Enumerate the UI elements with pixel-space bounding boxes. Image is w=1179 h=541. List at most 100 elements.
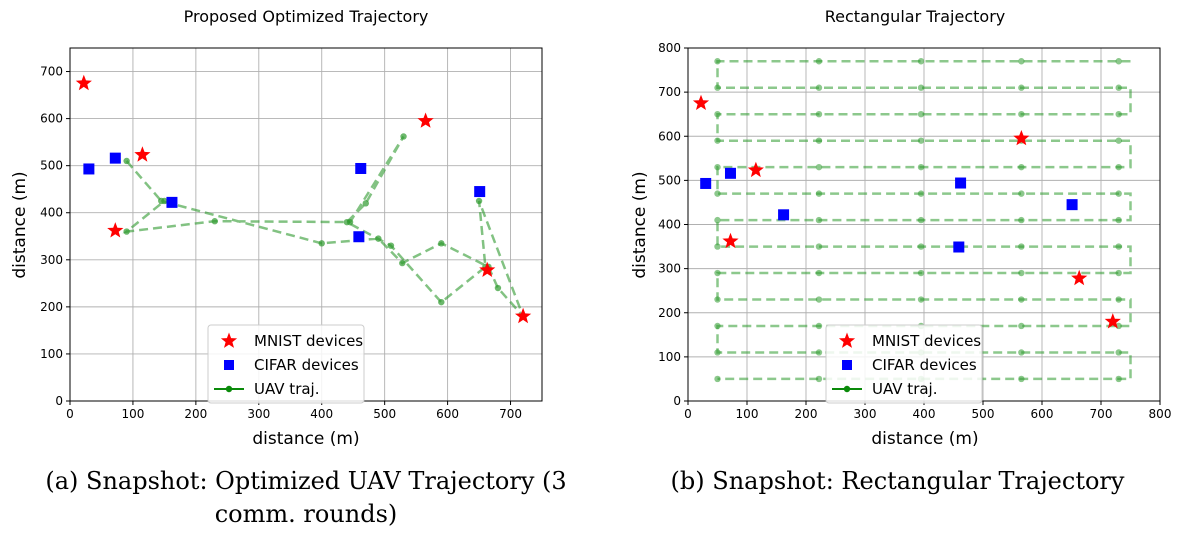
cifar-device-marker xyxy=(166,196,178,208)
uav-waypoint xyxy=(1115,349,1122,356)
uav-waypoint xyxy=(815,110,823,118)
y-tick-label: 200 xyxy=(40,300,63,314)
legend-uav-marker xyxy=(225,385,233,393)
uav-waypoint xyxy=(362,200,369,207)
chart-rectangular-trajectory: Rectangular Trajectory distance (m) dist… xyxy=(630,7,1171,449)
cifar-device-marker xyxy=(724,167,736,179)
uav-waypoint xyxy=(1018,110,1025,118)
mnist-device-marker xyxy=(515,307,532,324)
legend-cifar-marker xyxy=(842,360,852,370)
y-tick-label: 600 xyxy=(40,112,63,126)
x-tick-label: 500 xyxy=(373,407,396,421)
uav-waypoint xyxy=(1018,269,1025,277)
mnist-device-marker xyxy=(107,222,124,238)
legend-label: MNIST devices xyxy=(872,332,981,350)
x-axis-label: distance (m) xyxy=(871,429,978,449)
uav-waypoint xyxy=(917,296,925,303)
uav-waypoint xyxy=(1018,296,1025,303)
x-tick-label: 600 xyxy=(436,407,459,421)
uav-waypoint xyxy=(1018,163,1025,171)
y-tick-label: 200 xyxy=(658,306,681,320)
uav-waypoint xyxy=(475,197,483,205)
uav-waypoint xyxy=(815,375,823,383)
x-tick-label: 400 xyxy=(310,407,333,421)
uav-waypoint xyxy=(346,218,354,226)
uav-waypoint xyxy=(714,84,721,91)
uav-waypoint xyxy=(1018,375,1025,383)
mnist-device-marker xyxy=(75,74,92,91)
y-tick-label: 300 xyxy=(40,253,63,267)
uav-waypoint xyxy=(1018,84,1025,91)
x-tick-label: 100 xyxy=(736,407,759,421)
uav-waypoint xyxy=(714,296,721,303)
uav-waypoint xyxy=(917,58,925,65)
uav-waypoint xyxy=(1018,243,1025,250)
uav-waypoint xyxy=(815,349,823,356)
legend-mnist-marker xyxy=(220,332,238,348)
uav-waypoint xyxy=(917,243,925,250)
uav-waypoint xyxy=(815,322,823,330)
uav-waypoint xyxy=(1115,110,1122,118)
uav-waypoint xyxy=(917,84,925,91)
uav-waypoint xyxy=(917,216,925,224)
uav-waypoint xyxy=(714,190,721,197)
cifar-device-marker xyxy=(1066,199,1078,211)
x-axis-label: distance (m) xyxy=(252,429,359,449)
uav-waypoint xyxy=(815,84,823,91)
uav-waypoint xyxy=(917,190,925,197)
mnist-device-marker xyxy=(1071,269,1088,286)
mnist-device-marker xyxy=(1104,313,1121,329)
mnist-device-marker xyxy=(747,161,764,178)
x-tick-label: 300 xyxy=(247,407,270,421)
y-tick-label: 400 xyxy=(40,206,63,220)
cifar-device-marker xyxy=(700,177,712,189)
uav-waypoint xyxy=(494,284,502,292)
uav-waypoint xyxy=(438,240,445,247)
y-axis-label: distance (m) xyxy=(630,171,650,278)
uav-waypoint xyxy=(714,269,721,277)
x-tick-label: 200 xyxy=(795,407,818,421)
uav-waypoint xyxy=(815,190,823,197)
uav-waypoint xyxy=(400,133,407,140)
uav-waypoint xyxy=(815,58,823,65)
uav-waypoint xyxy=(917,269,925,277)
uav-waypoint xyxy=(1115,375,1122,383)
uav-waypoint xyxy=(815,243,823,250)
y-tick-label: 400 xyxy=(658,218,681,232)
chart-title: Rectangular Trajectory xyxy=(825,7,1005,26)
mnist-device-marker xyxy=(417,112,434,128)
cifar-device-marker xyxy=(955,177,967,189)
legend-label: UAV traj. xyxy=(254,380,320,398)
x-tick-label: 500 xyxy=(972,407,995,421)
uav-waypoint xyxy=(375,235,382,242)
y-tick-label: 300 xyxy=(658,262,681,276)
legend-box xyxy=(825,324,983,404)
x-tick-label: 0 xyxy=(684,407,692,421)
mnist-device-marker xyxy=(692,94,710,110)
uav-waypoint xyxy=(714,322,721,330)
uav-waypoint xyxy=(1115,216,1122,224)
uav-waypoint xyxy=(1018,190,1025,197)
y-tick-label: 100 xyxy=(40,347,63,361)
cifar-device-marker xyxy=(83,163,95,175)
legend-cifar-marker xyxy=(224,360,234,370)
x-tick-label: 700 xyxy=(499,407,522,421)
cifar-device-marker xyxy=(353,231,365,243)
y-tick-label: 500 xyxy=(658,173,681,187)
uav-waypoint xyxy=(123,157,130,165)
y-axis-label: distance (m) xyxy=(10,171,30,278)
y-tick-label: 700 xyxy=(658,85,681,99)
caption-left: (a) Snapshot: Optimized UAV Trajectory (… xyxy=(10,465,602,531)
uav-waypoint xyxy=(1115,58,1122,65)
x-tick-label: 700 xyxy=(1090,407,1113,421)
uav-waypoint xyxy=(1115,137,1122,144)
uav-waypoint xyxy=(1115,243,1122,250)
uav-waypoint xyxy=(399,259,406,267)
y-tick-label: 0 xyxy=(55,394,63,408)
y-tick-label: 0 xyxy=(673,394,681,408)
chart-optimized-trajectory: Proposed Optimized Trajectory distance (… xyxy=(10,7,543,449)
legend-label: MNIST devices xyxy=(254,332,363,350)
uav-waypoint xyxy=(714,216,721,224)
uav-waypoint xyxy=(1115,84,1122,91)
x-tick-label: 800 xyxy=(1149,407,1172,421)
